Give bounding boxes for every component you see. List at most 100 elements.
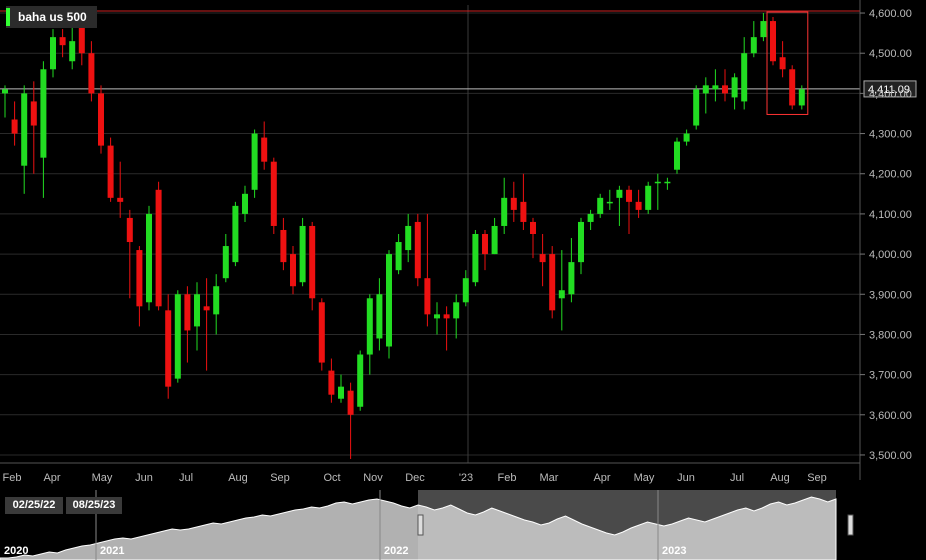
candle[interactable] [366, 294, 373, 375]
time-tick-label: May [92, 472, 113, 484]
candle[interactable] [299, 217, 306, 287]
current-price-tag [863, 80, 917, 98]
candle[interactable] [578, 217, 584, 275]
candle[interactable] [290, 246, 296, 295]
candle[interactable] [50, 29, 56, 78]
range-start-date[interactable]: 02/25/22 [5, 497, 63, 514]
candle[interactable] [126, 209, 133, 299]
candle[interactable] [203, 278, 210, 371]
candle[interactable] [683, 129, 690, 146]
candle[interactable] [376, 278, 383, 351]
candle[interactable] [568, 238, 575, 303]
time-tick-label: Dec [405, 472, 425, 484]
candle[interactable] [136, 246, 143, 327]
candle[interactable] [2, 85, 8, 118]
candle[interactable] [174, 290, 181, 383]
overview-navigator[interactable]: 2020 2021 2022 2023 [0, 490, 860, 560]
candle[interactable] [674, 137, 680, 174]
candle[interactable] [491, 217, 498, 255]
range-drag-handle[interactable] [847, 514, 854, 536]
candle[interactable] [251, 129, 258, 198]
time-axis[interactable]: Feb Apr May Jun Jul Aug Sep Oct Nov Dec '23 Feb Mar A… [0, 462, 860, 484]
candle[interactable] [549, 246, 556, 319]
candle[interactable] [338, 374, 344, 403]
candle[interactable] [741, 37, 748, 110]
candle[interactable] [357, 350, 364, 411]
candle[interactable] [261, 121, 268, 170]
candlestick-series[interactable] [2, 13, 805, 459]
candle[interactable] [510, 181, 517, 222]
candle[interactable] [318, 298, 325, 371]
candle[interactable] [482, 229, 488, 271]
candle[interactable] [213, 274, 220, 335]
candle[interactable] [414, 213, 421, 287]
candle[interactable] [194, 282, 200, 351]
candle[interactable] [117, 161, 124, 218]
candle[interactable] [462, 270, 469, 307]
candle[interactable] [11, 101, 18, 146]
candle-body [578, 221, 584, 263]
candle[interactable] [98, 85, 104, 154]
candle[interactable] [280, 217, 287, 271]
candle[interactable] [405, 213, 412, 263]
candle[interactable] [59, 29, 66, 58]
candle[interactable] [443, 306, 450, 351]
candle[interactable] [530, 217, 536, 259]
candle[interactable] [107, 137, 114, 202]
candle[interactable] [789, 65, 796, 110]
candle[interactable] [558, 250, 565, 331]
candle[interactable] [597, 193, 604, 218]
candle[interactable] [664, 177, 671, 190]
candle[interactable] [40, 61, 47, 198]
candle[interactable] [616, 185, 623, 226]
candle[interactable] [347, 382, 354, 459]
candle[interactable] [222, 234, 229, 283]
range-drag-handle[interactable] [417, 514, 424, 536]
candle[interactable] [21, 85, 28, 194]
candle[interactable] [760, 13, 767, 42]
price-tick-label: 4,600.00 [869, 8, 912, 20]
candle[interactable] [539, 234, 546, 287]
range-end-date[interactable]: 08/25/23 [66, 497, 122, 514]
price-tick-label: 3,900.00 [869, 289, 912, 301]
candle[interactable] [155, 181, 162, 311]
candle[interactable] [472, 229, 479, 287]
candle[interactable] [779, 41, 786, 78]
candle[interactable] [635, 189, 642, 218]
candle[interactable] [184, 286, 191, 363]
overview-year-label: 2022 [384, 545, 408, 557]
candle[interactable] [654, 173, 661, 210]
candle[interactable] [165, 294, 172, 399]
candle[interactable] [626, 185, 632, 234]
candle[interactable] [434, 302, 440, 335]
candle[interactable] [146, 205, 152, 311]
candle[interactable] [645, 181, 652, 214]
candle[interactable] [30, 81, 37, 174]
price-axis[interactable]: 3,500.00 3,600.00 3,700.00 3,800.00 3,900.00… [859, 0, 912, 480]
candle[interactable] [770, 17, 776, 66]
candle[interactable] [702, 77, 709, 114]
candle[interactable] [453, 294, 460, 339]
candle[interactable] [242, 185, 248, 222]
candle[interactable] [520, 173, 527, 230]
candle[interactable] [606, 189, 613, 210]
candle[interactable] [424, 213, 431, 327]
candle[interactable] [750, 21, 757, 58]
candle[interactable] [798, 85, 805, 110]
candle[interactable] [386, 250, 392, 359]
price-tick-label: 4,300.00 [869, 129, 912, 141]
candle[interactable] [88, 41, 95, 102]
candle[interactable] [693, 85, 700, 130]
candle[interactable] [731, 73, 738, 110]
candle[interactable] [309, 221, 316, 311]
candle[interactable] [722, 69, 728, 102]
candle[interactable] [328, 358, 335, 403]
candle[interactable] [232, 201, 239, 267]
candle-body [242, 193, 248, 214]
candle[interactable] [395, 234, 402, 275]
candle[interactable] [501, 177, 508, 234]
candle[interactable] [712, 69, 719, 102]
candle[interactable] [270, 157, 277, 234]
candle[interactable] [587, 209, 594, 230]
